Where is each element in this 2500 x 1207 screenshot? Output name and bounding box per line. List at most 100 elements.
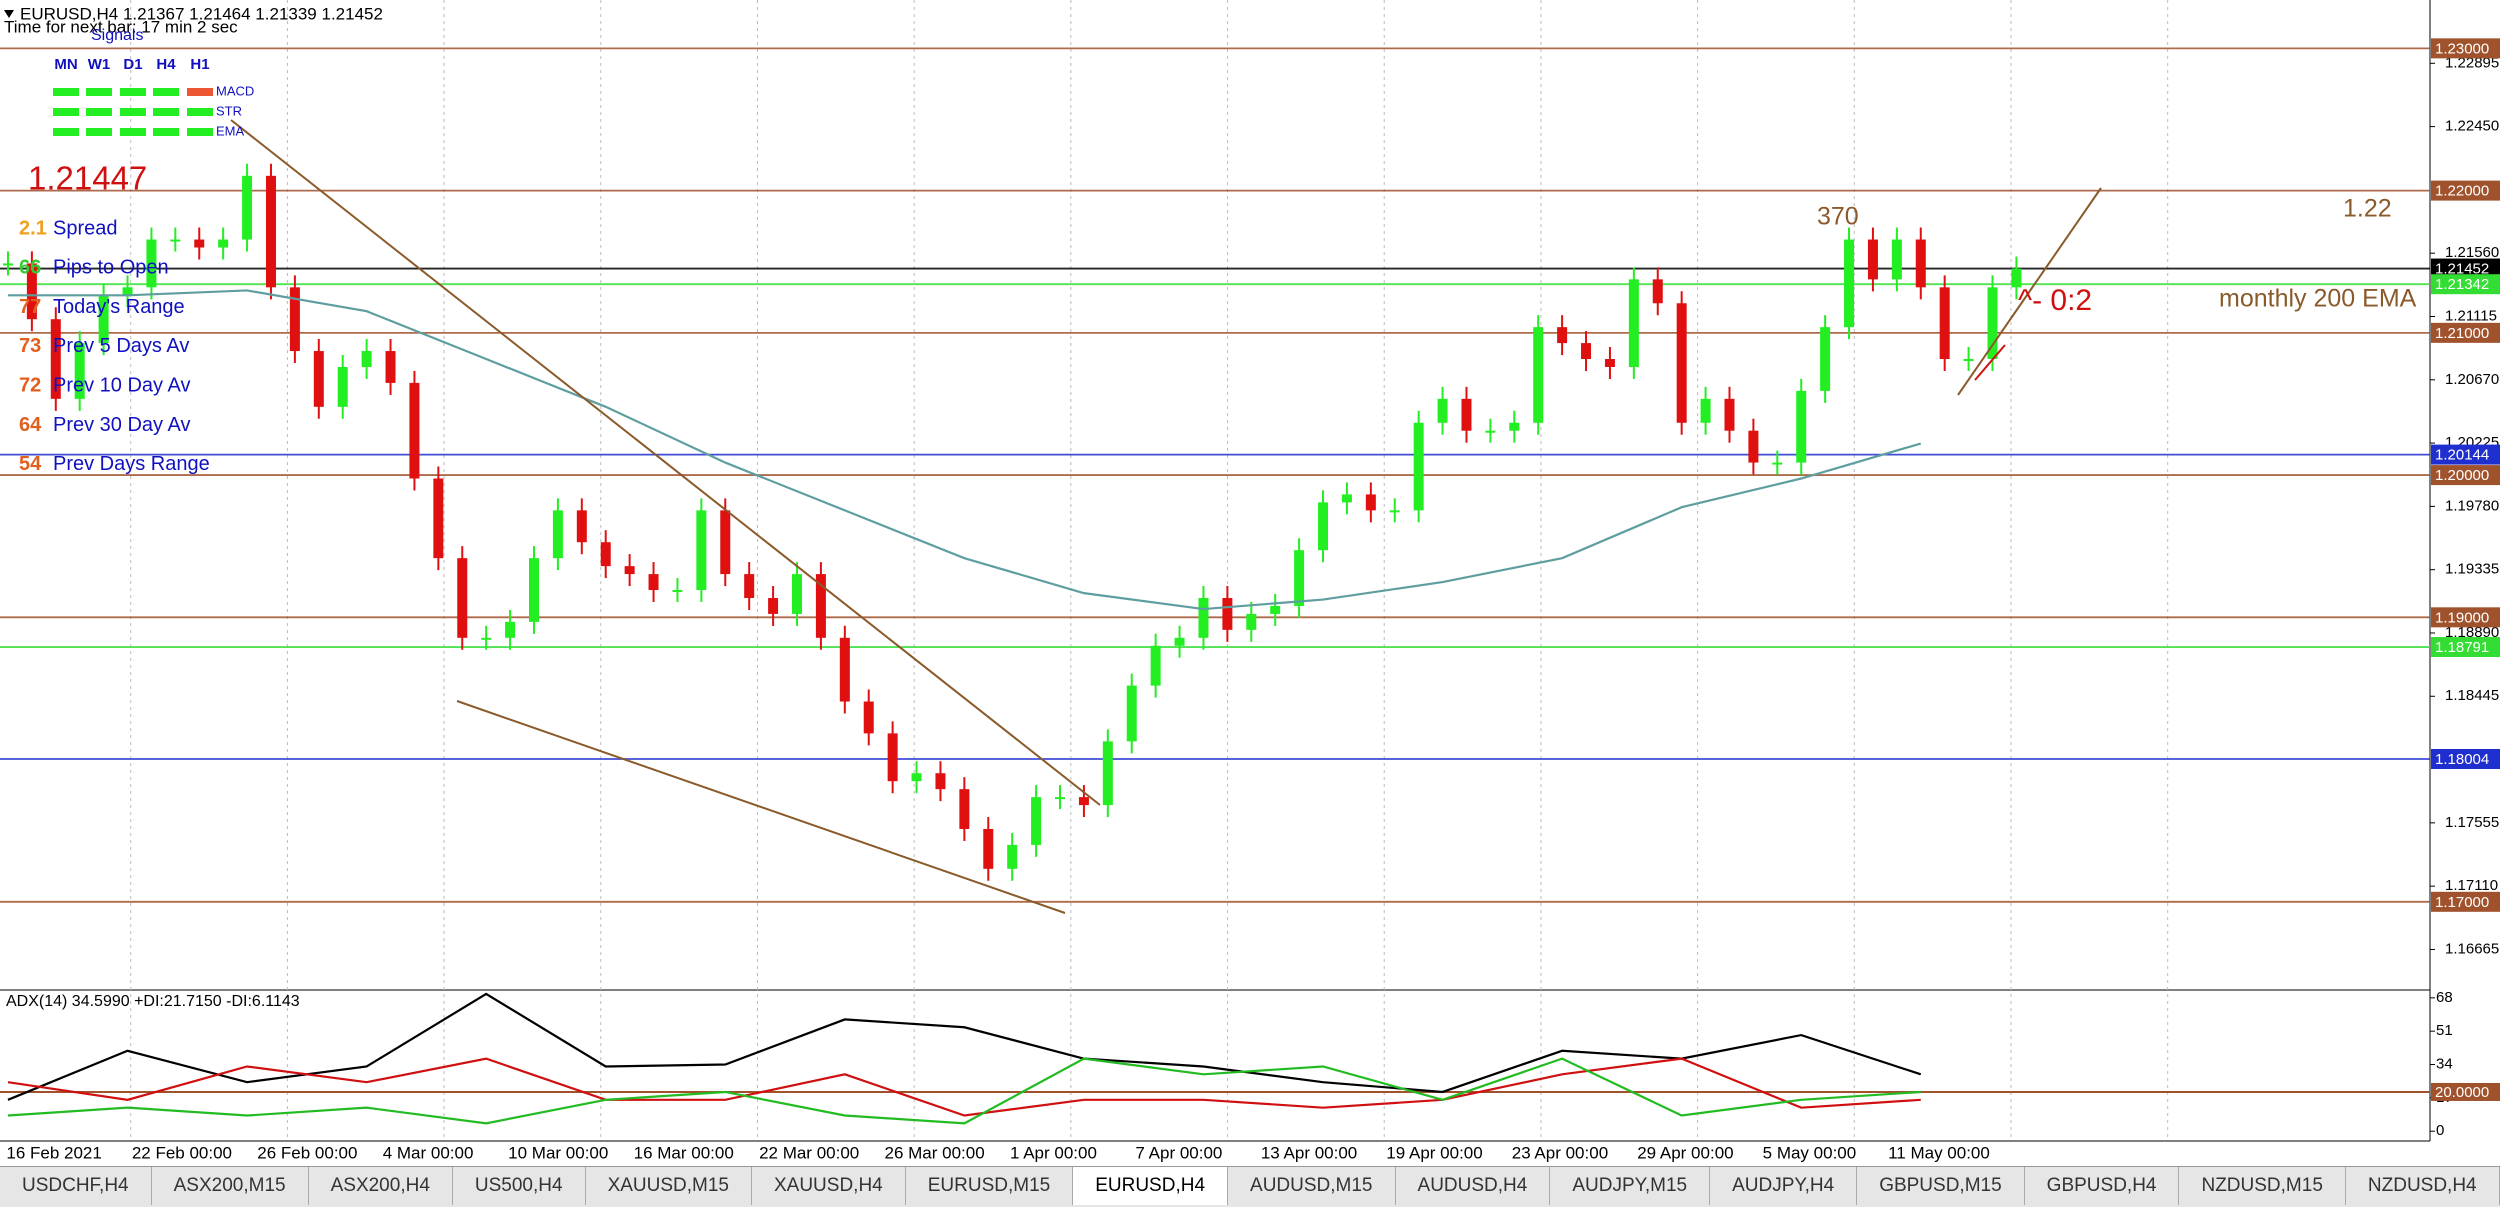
signal-light [86, 128, 112, 136]
y-tick-label: 1.18890 [2445, 624, 2499, 641]
signal-light [187, 128, 213, 136]
tab[interactable]: AUDJPY,H4 [1710, 1167, 1858, 1205]
level-label: 20.0000 [2435, 1084, 2489, 1101]
level-label: 1.17000 [2435, 894, 2489, 911]
timeframe: H1 [190, 56, 209, 73]
info-label: Prev Days Range [53, 453, 210, 475]
signal-light [120, 88, 146, 96]
tab[interactable]: USDCHF,H4 [0, 1167, 152, 1205]
signal-light [120, 128, 146, 136]
x-tick-label: 5 May 00:00 [1763, 1143, 1857, 1162]
adx-panel: ADX(14) 34.5990 +DI:21.7150 -DI:6.1143 68… [0, 989, 2500, 1139]
chart-title: EURUSD,H4 1.21367 1.21464 1.21339 1.2145… [20, 4, 383, 23]
annotation: 370 [1817, 203, 1859, 231]
signal-light [86, 108, 112, 116]
tab[interactable]: EURUSD,H4 [1073, 1167, 1229, 1205]
level-label-bg [2431, 274, 2500, 295]
tab[interactable]: AUDJPY,M15 [1550, 1167, 1711, 1205]
level-label: 1.19000 [2435, 609, 2489, 626]
x-tick-label: 4 Mar 00:00 [383, 1143, 474, 1162]
level-label-bg [2431, 1082, 2500, 1101]
x-tick-label: 22 Feb 00:00 [132, 1143, 232, 1162]
level-label: 1.20144 [2435, 447, 2489, 464]
x-tick-label: 26 Feb 00:00 [257, 1143, 357, 1162]
series-line [7, 1057, 1921, 1117]
info-number: 66 [19, 257, 41, 279]
info-label: Prev 10 Day Av [53, 374, 190, 396]
tab[interactable]: XAUUSD,M15 [586, 1167, 752, 1205]
signal-light [153, 128, 179, 136]
x-tick-label: 29 Apr 00:00 [1637, 1143, 1733, 1162]
trend-line [456, 700, 1066, 914]
y-tick-label: 1.18445 [2445, 687, 2499, 704]
y-tick-label: 51 [2436, 1022, 2453, 1039]
level-label-bg [2431, 607, 2500, 628]
level-label: 1.18791 [2435, 639, 2489, 656]
chart-window: 1.228951.224501.215601.211151.206701.202… [0, 0, 2500, 1163]
tab[interactable]: XAUUSD,H4 [752, 1167, 906, 1205]
tab[interactable]: US500,H4 [453, 1167, 586, 1205]
tab[interactable]: NZDUSD,H4 [2346, 1167, 2500, 1205]
info-number: 2.1 [19, 217, 47, 239]
level-label-bg [2431, 637, 2500, 658]
y-tick-label: 1.22450 [2445, 118, 2499, 135]
timer: Time for next bar: 17 min 2 sec [4, 17, 238, 36]
tab[interactable]: ASX200,H4 [309, 1167, 453, 1205]
y-tick-label: 1.21560 [2445, 244, 2499, 261]
tab[interactable]: AUDUSD,H4 [1396, 1167, 1551, 1205]
info-number: 72 [19, 374, 41, 396]
signal-label: STR [216, 103, 242, 118]
level-label: 1.22000 [2435, 183, 2489, 200]
signal-light [187, 88, 213, 96]
level-label-bg [2431, 749, 2500, 769]
y-tick-label: 1.20670 [2445, 371, 2499, 388]
info-label: Spread [53, 217, 118, 239]
x-tick-label: 13 Apr 00:00 [1261, 1143, 1357, 1162]
trend-line [230, 119, 1101, 806]
level-label-bg [2431, 38, 2500, 59]
timeframe: D1 [123, 56, 142, 73]
y-tick-label: 34 [2436, 1055, 2453, 1072]
signal-light [53, 128, 79, 136]
signal-light [153, 88, 179, 96]
tab[interactable]: AUDUSD,M15 [1228, 1167, 1396, 1205]
level-label: 1.18004 [2435, 751, 2489, 768]
level-label: 1.20000 [2435, 467, 2489, 484]
level-label-bg [2431, 322, 2500, 343]
menu-icon [4, 10, 14, 18]
series-line [7, 1057, 1921, 1125]
level-label-bg [2431, 258, 2500, 279]
level-label-bg [2431, 444, 2500, 465]
annotation: monthly 200 EMA [2219, 285, 2417, 313]
annotation: 1.22 [2343, 195, 2392, 223]
timeframe: H4 [156, 56, 176, 73]
info-number: 54 [19, 453, 42, 475]
y-tick-label: 1.16665 [2445, 940, 2499, 957]
signal-light [53, 88, 79, 96]
info-panel: 2.1 Spread 66 Pips to Open 77 Today's Range 73… [19, 217, 210, 475]
tab[interactable]: GBPUSD,M15 [1857, 1167, 2025, 1205]
x-tick-label: 22 Mar 00:00 [759, 1143, 859, 1162]
y-tick-label: 1.22895 [2445, 54, 2499, 71]
tab[interactable]: ASX200,M15 [152, 1167, 309, 1205]
x-tick-label: 11 May 00:00 [1888, 1143, 1990, 1162]
tab[interactable]: GBPUSD,H4 [2025, 1167, 2180, 1205]
y-tick-label: 1.19780 [2445, 497, 2499, 514]
y-tick-label: 1.21115 [2445, 307, 2497, 324]
level-label-bg [2431, 465, 2500, 486]
timeframe: MN [54, 56, 77, 73]
x-tick-label: 1 Apr 00:00 [1010, 1143, 1097, 1162]
info-number: 64 [19, 414, 42, 436]
info-number: 73 [19, 335, 41, 357]
signal-label: EMA [216, 123, 245, 138]
info-number: 77 [19, 296, 41, 318]
signal-light [120, 108, 146, 116]
x-tick-label: 26 Mar 00:00 [885, 1143, 985, 1162]
tab-bar: USDCHF,H4 ASX200,M15 ASX200,H4 US500,H4 XAUU… [0, 1166, 2500, 1207]
tab[interactable]: NZDUSD,M15 [2179, 1167, 2346, 1205]
signal-light [153, 108, 179, 116]
x-tick-label: 23 Apr 00:00 [1512, 1143, 1608, 1162]
signal-light [187, 108, 213, 116]
tab[interactable]: EURUSD,M15 [906, 1167, 1074, 1205]
